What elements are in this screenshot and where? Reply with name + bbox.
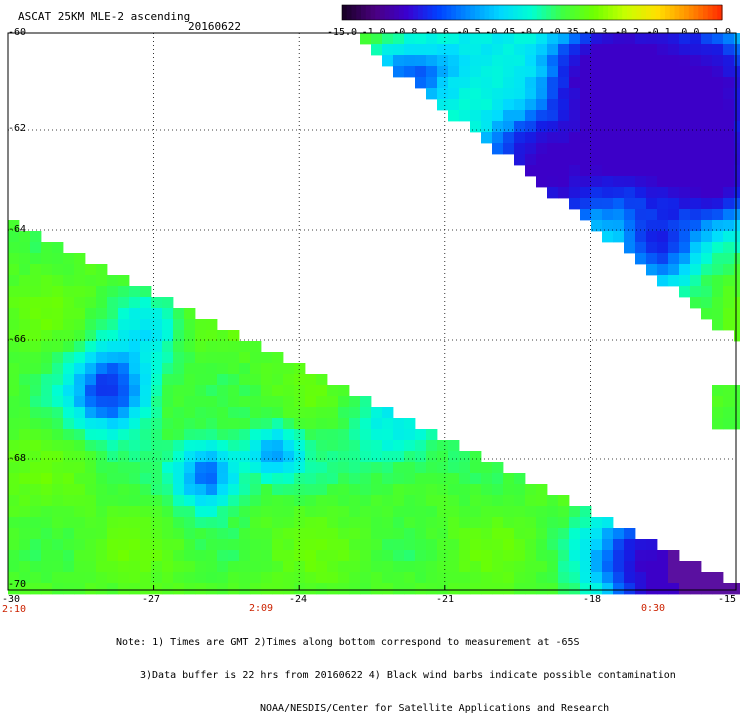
lon-label-21: -21 [436, 594, 455, 605]
time-label-2: 0:30 [641, 603, 666, 614]
lon-label-30: -30 [2, 594, 21, 605]
time-label-1: 2:09 [249, 603, 274, 614]
lat-label-64: -64 [8, 224, 27, 235]
lon-label-18: -18 [583, 594, 602, 605]
footnote-line-3: NOAA/NESDIS/Center for Satellite Applica… [260, 703, 610, 714]
map-frame [7, 32, 737, 591]
lat-label-66: -66 [8, 334, 27, 345]
graticule [8, 33, 736, 590]
time-label-0: 2:10 [2, 604, 27, 615]
lat-label-62: -62 [8, 123, 27, 134]
lon-label-15: -15 [718, 594, 737, 605]
lat-label-68: -68 [8, 453, 27, 464]
lon-label-27: -27 [142, 594, 161, 605]
map-title: ASCAT 25KM MLE-2 ascending [18, 10, 191, 23]
footnote-line-2: 3)Data buffer is 22 hrs from 20160622 4)… [140, 670, 676, 681]
lat-label-60: -60 [8, 27, 27, 38]
footnote: Note: 1) Times are GMT 2)Times along bot… [116, 615, 676, 725]
swath-cells [8, 33, 740, 595]
footnote-line-1: Note: 1) Times are GMT 2)Times along bot… [116, 637, 580, 648]
map-date: 20160622 [188, 20, 241, 33]
swath-map [7, 32, 740, 595]
lat-label-70: -70 [8, 579, 27, 590]
lon-label-24: -24 [289, 594, 308, 605]
